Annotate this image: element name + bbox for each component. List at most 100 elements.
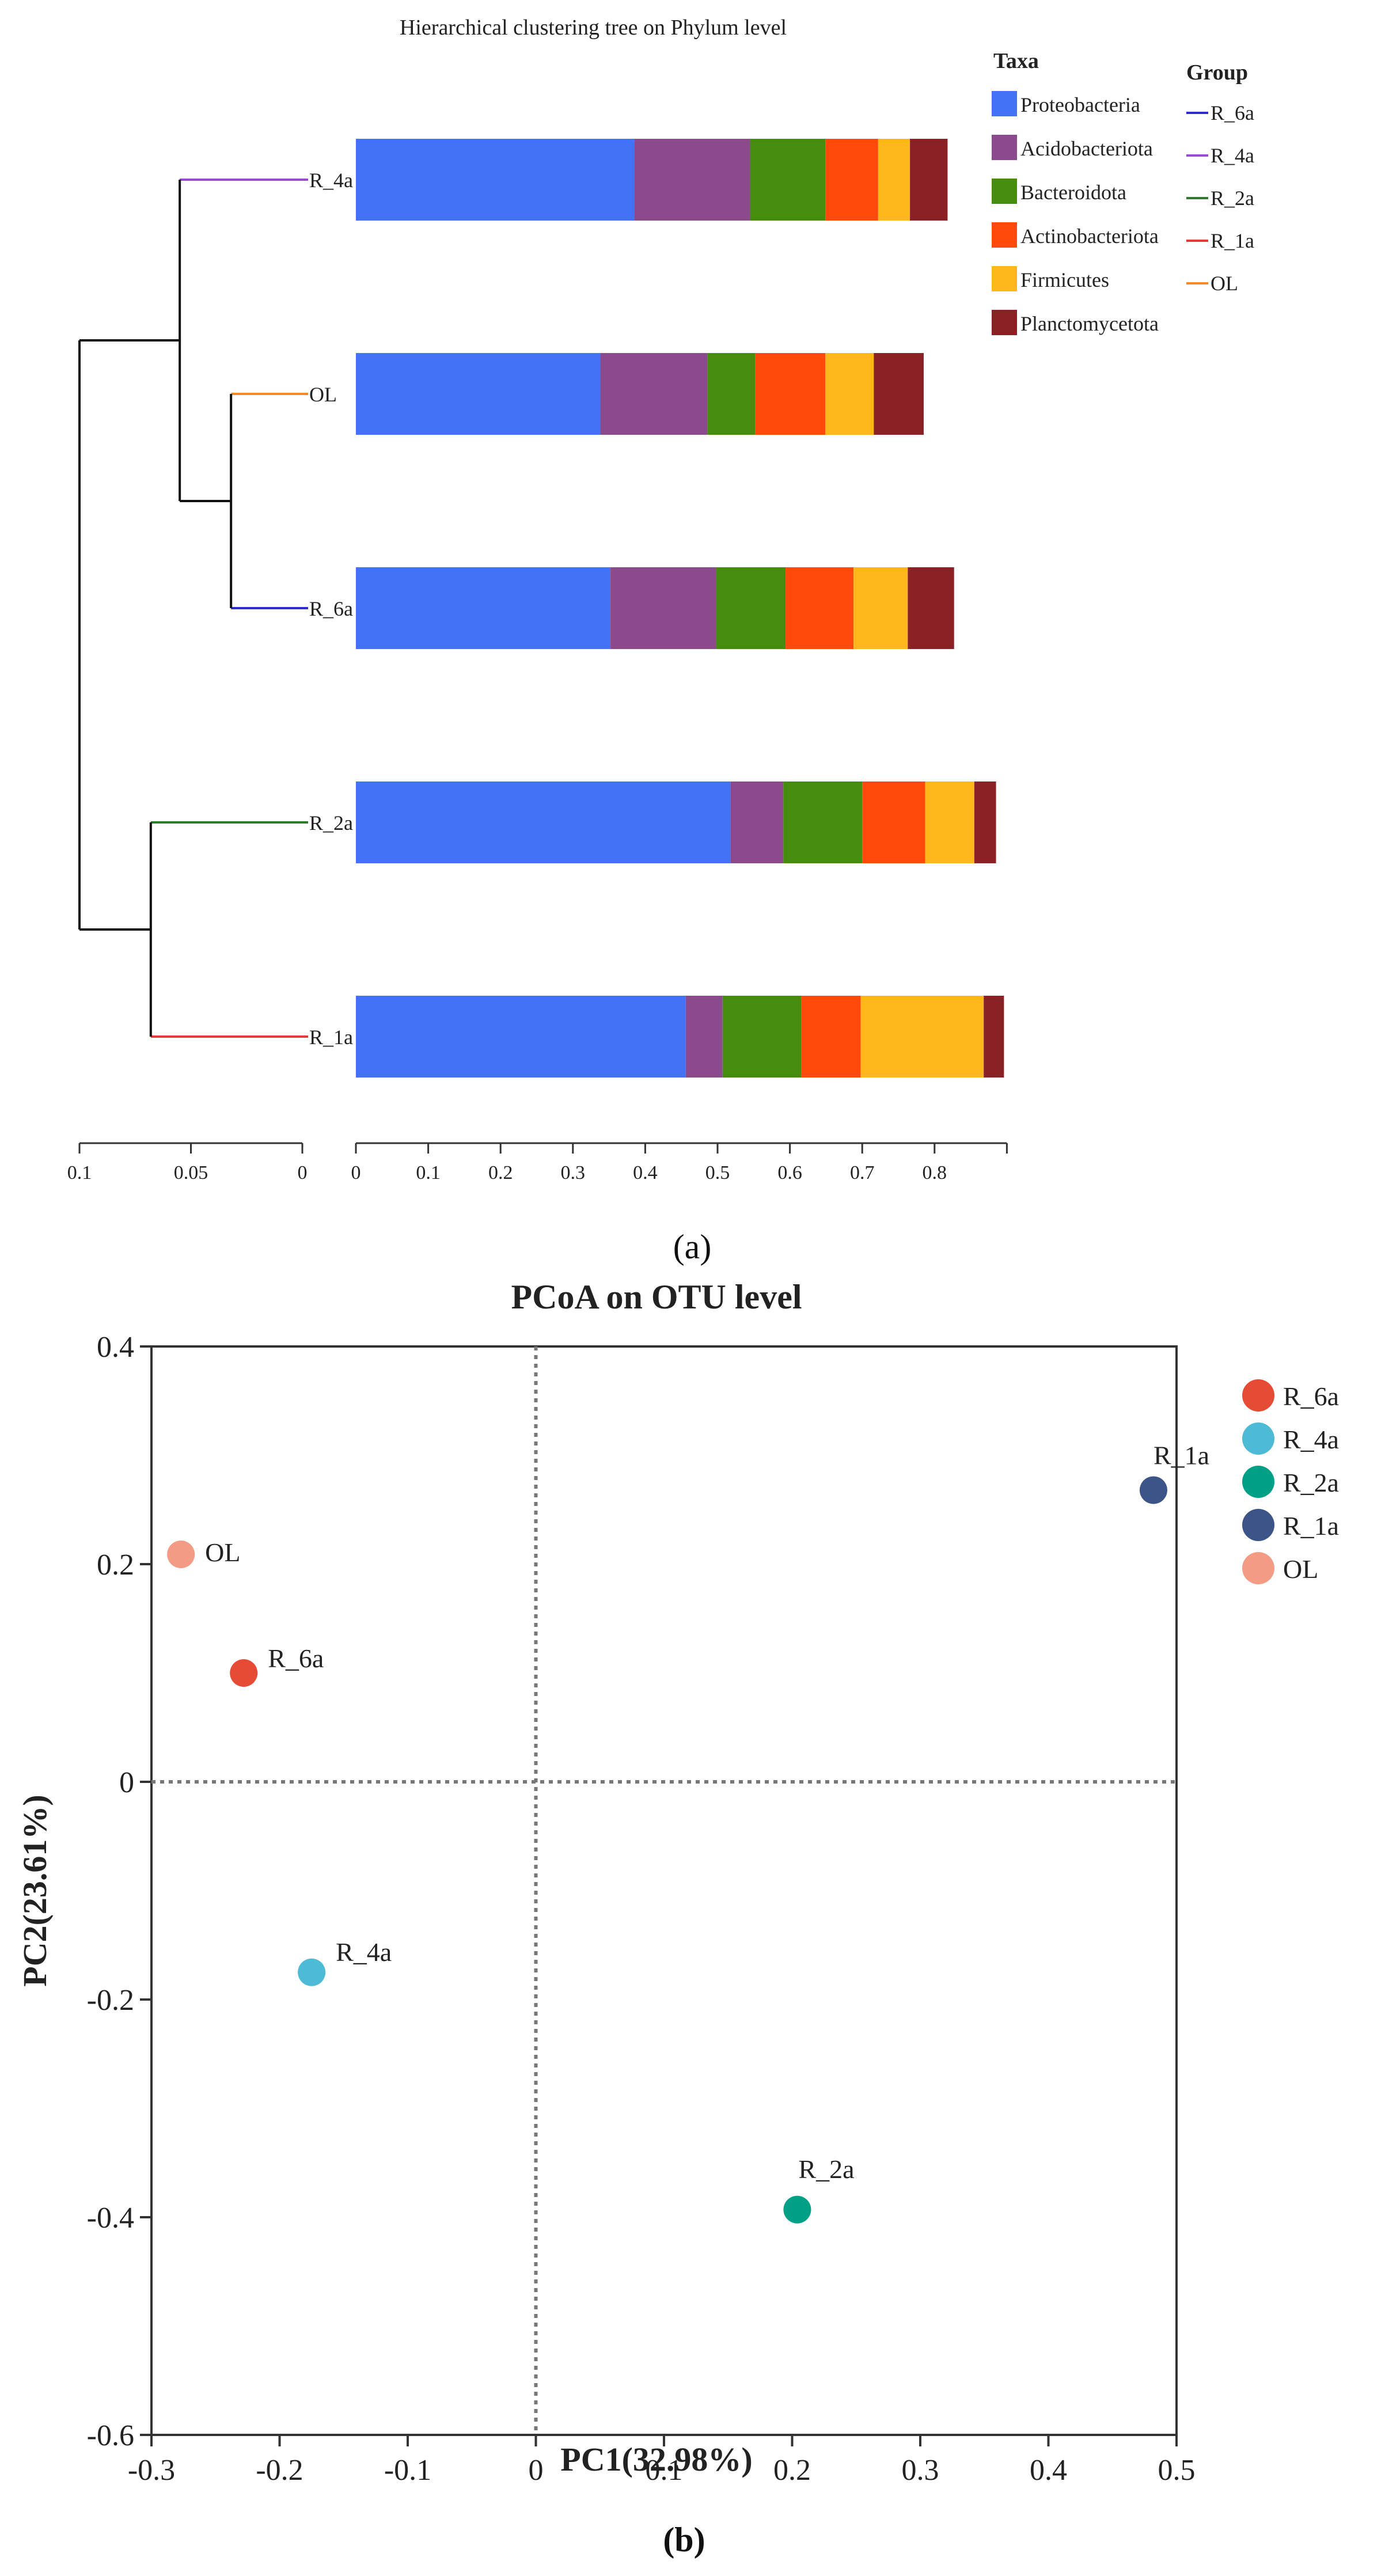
bar-x-tick-label: 0.7: [850, 1162, 875, 1183]
x-tick-label: -0.3: [128, 2454, 175, 2487]
bar-segment-bacteroidota-r_2a: [783, 781, 863, 863]
bar-x-tick-label: 0.4: [633, 1162, 658, 1183]
dendrogram-scale-label: 0.05: [174, 1162, 208, 1183]
bar-segment-firmicutes-r_1a: [860, 996, 984, 1078]
legend-label-actinobacteriota: Actinobacteriota: [1020, 225, 1159, 248]
bar-x-tick-label: 0.2: [488, 1162, 513, 1183]
bar-segment-bacteroidota-r_1a: [722, 996, 802, 1078]
x-tick-label: 0: [529, 2454, 544, 2487]
bar-segment-proteobacteria-r_6a: [356, 567, 611, 649]
point-ol: [167, 1540, 195, 1568]
point-label-r_6a: R_6a: [268, 1644, 324, 1673]
group-legend-title: Group: [1186, 60, 1248, 85]
point-r_2a: [783, 2195, 811, 2224]
bar-segment-actinobacteriota-r_1a: [801, 996, 861, 1078]
leaf-label-r_6a: R_6a: [309, 597, 353, 620]
y-axis-label: PC2(23.61%): [16, 1795, 54, 1986]
legend-marker-ol: [1242, 1552, 1274, 1584]
legend-label-acidobacteriota: Acidobacteriota: [1020, 137, 1153, 160]
bar-segment-proteobacteria-ol: [356, 353, 601, 435]
bar-segment-actinobacteriota-ol: [755, 353, 826, 435]
bar-segment-firmicutes-r_4a: [878, 139, 910, 221]
taxa-legend-title: Taxa: [993, 49, 1039, 73]
bar-segment-firmicutes-ol: [825, 353, 874, 435]
group-legend-label-ol: OL: [1211, 272, 1238, 295]
bar-segment-bacteroidota-ol: [707, 353, 756, 435]
bar-segment-acidobacteriota-ol: [600, 353, 708, 435]
y-tick-label: 0: [119, 1766, 134, 1799]
bar-segment-acidobacteriota-r_1a: [685, 996, 723, 1078]
bar-segment-acidobacteriota-r_2a: [730, 781, 784, 863]
dendrogram-scale-axis: 0.1 0.05 0: [67, 1142, 308, 1183]
bar-x-tick-label: 0.8: [923, 1162, 947, 1183]
bar-segment-proteobacteria-r_4a: [356, 139, 635, 221]
dendrogram-scale-label: 0.1: [67, 1162, 92, 1183]
bar-segment-firmicutes-r_2a: [925, 781, 974, 863]
legend-label-r_6a: R_6a: [1283, 1382, 1339, 1411]
legend-swatch-firmicutes: [992, 266, 1017, 291]
y-tick-label: -0.4: [87, 2202, 134, 2234]
x-tick-label: -0.2: [256, 2454, 303, 2487]
bar-segment-planctomycetota-r_2a: [974, 781, 996, 863]
point-r_1a: [1139, 1476, 1167, 1504]
x-tick-label: 0.2: [773, 2454, 811, 2487]
leaf-label-ol: OL: [309, 383, 337, 406]
legend-label-r_4a: R_4a: [1283, 1425, 1339, 1454]
bar-x-tick-label: 0.5: [705, 1162, 730, 1183]
legend-swatch-bacteroidota: [992, 179, 1017, 204]
point-label-r_1a: R_1a: [1153, 1440, 1209, 1470]
x-axis-label: PC1(32.98%): [560, 2441, 752, 2478]
bar-segment-planctomycetota-ol: [874, 353, 924, 435]
bar-segment-planctomycetota-r_1a: [984, 996, 1004, 1078]
legend-label-planctomycetota: Planctomycetota: [1020, 312, 1159, 335]
x-tick-label: -0.1: [384, 2454, 431, 2487]
leaf-label-r_4a: R_4a: [309, 169, 353, 192]
panel-label-a: (a): [673, 1228, 712, 1266]
pcoa-legend: R_6a R_4a R_2a R_1a OL: [1242, 1379, 1339, 1584]
legend-swatch-proteobacteria: [992, 91, 1017, 116]
legend-label-ol: OL: [1283, 1554, 1318, 1584]
bar-segment-actinobacteriota-r_2a: [862, 781, 925, 863]
bar-segment-planctomycetota-r_6a: [908, 567, 954, 649]
point-r_4a: [298, 1958, 326, 1986]
bar-x-tick-label: 0.3: [561, 1162, 586, 1183]
bar-segment-acidobacteriota-r_6a: [610, 567, 716, 649]
stacked-bars: [356, 139, 1004, 1078]
legend-marker-r_6a: [1242, 1379, 1274, 1412]
chart-title: PCoA on OTU level: [511, 1278, 802, 1316]
bar-segment-proteobacteria-r_2a: [356, 781, 731, 863]
bar-segment-acidobacteriota-r_4a: [634, 139, 750, 221]
bar-segment-bacteroidota-r_4a: [750, 139, 826, 221]
bar-segment-actinobacteriota-r_6a: [786, 567, 854, 649]
chart-title: Hierarchical clustering tree on Phylum l…: [400, 16, 787, 40]
legend-marker-r_4a: [1242, 1422, 1274, 1455]
legend-label-r_2a: R_2a: [1283, 1468, 1339, 1497]
x-tick-label: 0.1: [646, 2454, 683, 2487]
bar-x-tick-label: 0: [351, 1162, 361, 1183]
y-tick-label: -0.6: [87, 2419, 134, 2452]
group-legend-label-r_4a: R_4a: [1211, 144, 1254, 167]
bar-segment-firmicutes-r_6a: [853, 567, 908, 649]
group-legend-label-r_6a: R_6a: [1211, 101, 1254, 124]
panel-b-pcoa-chart: PCoA on OTU level -0.3 -0.2 -0.1 0 0.1 0.2 0.3…: [16, 1278, 1339, 2559]
leaf-label-r_1a: R_1a: [309, 1026, 353, 1049]
x-tick-label: 0.4: [1030, 2454, 1067, 2487]
legend-marker-r_2a: [1242, 1466, 1274, 1498]
bar-segment-planctomycetota-r_4a: [910, 139, 948, 221]
legend-marker-r_1a: [1242, 1509, 1274, 1541]
legend-swatch-acidobacteriota: [992, 135, 1017, 160]
legend-label-bacteroidota: Bacteroidota: [1020, 181, 1126, 204]
legend-swatch-actinobacteriota: [992, 222, 1017, 248]
dendrogram-scale-label: 0: [298, 1162, 308, 1183]
x-tick-label: 0.5: [1158, 2454, 1196, 2487]
panel-label-b: (b): [663, 2521, 705, 2559]
legend-label-firmicutes: Firmicutes: [1020, 268, 1109, 291]
bar-x-axis: 0 0.1 0.2 0.3 0.4 0.5 0.6 0.7 0.8: [351, 1142, 1008, 1183]
y-tick-label: 0.4: [97, 1331, 134, 1364]
legend-swatch-planctomycetota: [992, 310, 1017, 335]
panel-a-clustering-chart: Hierarchical clustering tree on Phylum l…: [67, 16, 1254, 1266]
point-label-r_4a: R_4a: [336, 1937, 392, 1967]
group-legend-label-r_1a: R_1a: [1211, 229, 1254, 252]
group-legend: Group R_6a R_4a R_2a R_1a OL: [1186, 60, 1254, 295]
